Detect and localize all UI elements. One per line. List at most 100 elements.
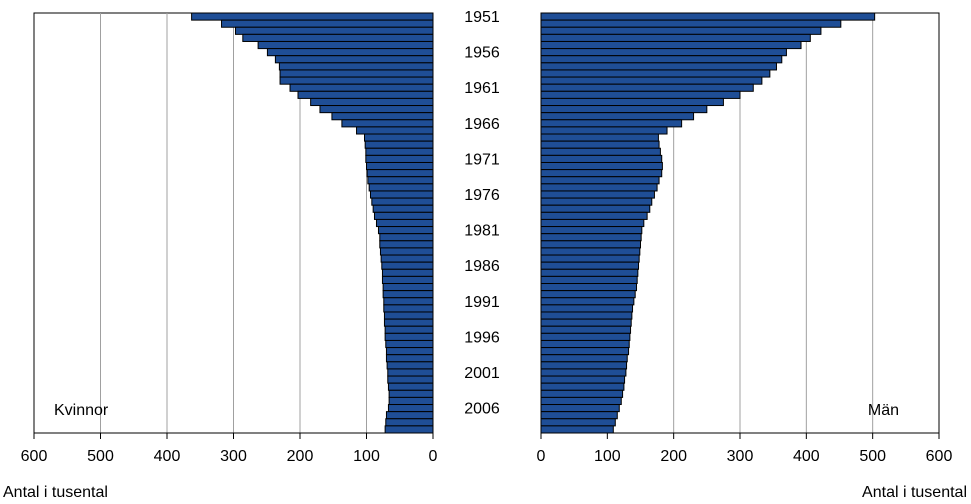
bar	[540, 261, 640, 270]
bar	[540, 97, 724, 107]
year-label: 1971	[464, 151, 500, 168]
bar	[373, 211, 434, 220]
year-label: 2006	[464, 401, 500, 418]
bar	[540, 375, 626, 384]
series-label: Kvinnor	[54, 402, 109, 419]
bar	[540, 354, 628, 363]
bar	[365, 154, 434, 163]
bar	[387, 382, 434, 391]
bar	[367, 176, 434, 185]
bar	[387, 375, 434, 384]
year-label: 1966	[464, 116, 500, 133]
bar	[540, 325, 632, 334]
x-tick-label: 300	[727, 448, 754, 465]
bar	[191, 12, 434, 21]
bar	[540, 126, 668, 135]
bar	[540, 90, 741, 99]
bar	[540, 105, 708, 114]
bar	[364, 133, 434, 142]
bar	[540, 62, 777, 71]
bar	[540, 425, 614, 434]
bar	[388, 389, 434, 398]
bar	[383, 311, 434, 320]
x-tick-label: 100	[353, 448, 380, 465]
bar	[540, 226, 643, 235]
bar	[540, 233, 642, 242]
x-tick-label: 400	[793, 448, 820, 465]
bar	[540, 19, 842, 28]
year-label: 1951	[464, 9, 500, 26]
year-label: 1986	[464, 258, 500, 275]
bar	[540, 161, 663, 171]
bar	[266, 48, 434, 57]
bar	[319, 105, 434, 114]
bar	[387, 368, 434, 377]
series-label: Män	[868, 402, 899, 419]
x-tick-label: 100	[594, 448, 621, 465]
bar	[385, 418, 434, 427]
bar	[540, 169, 663, 178]
x-tick-label: 600	[926, 448, 953, 465]
bar	[234, 26, 434, 35]
x-tick-label: 600	[21, 448, 48, 465]
bar	[540, 55, 783, 64]
bar	[540, 176, 660, 185]
bar	[379, 247, 434, 256]
bar	[540, 304, 634, 313]
bar	[540, 418, 616, 427]
bar	[540, 133, 659, 142]
bar	[383, 304, 434, 313]
bar	[540, 140, 660, 149]
bar	[540, 40, 802, 50]
bar	[540, 361, 628, 370]
x-tick-label: 500	[87, 448, 114, 465]
bar	[381, 275, 434, 285]
bar	[540, 411, 618, 420]
bar	[540, 147, 661, 156]
bar	[385, 411, 434, 420]
bar	[540, 154, 663, 163]
year-label: 1961	[464, 80, 500, 97]
bar	[331, 112, 434, 121]
bar	[540, 368, 627, 377]
year-label: 1991	[464, 294, 500, 311]
bar	[540, 12, 876, 21]
bar	[540, 69, 771, 78]
x-tick-label: 300	[220, 448, 247, 465]
bar	[365, 147, 434, 156]
bar	[540, 112, 695, 121]
bar	[540, 76, 763, 85]
bar	[377, 226, 434, 235]
bar	[385, 347, 434, 356]
x-tick-label: 500	[859, 448, 886, 465]
bar	[540, 339, 630, 349]
bar	[540, 247, 641, 256]
bar	[369, 190, 434, 199]
bar	[540, 297, 635, 306]
bar	[540, 33, 811, 42]
bar	[279, 76, 434, 85]
bar	[381, 268, 434, 277]
bar	[279, 69, 434, 78]
x-tick-label: 200	[287, 448, 314, 465]
bar	[540, 254, 640, 263]
bar	[540, 218, 645, 228]
right-x-axis-title: Antal i tusental	[862, 484, 967, 501]
bar	[356, 126, 434, 135]
bar	[382, 283, 434, 292]
bar	[540, 396, 622, 406]
bar	[297, 90, 434, 99]
bar	[540, 83, 754, 92]
year-axis-labels: 1951 1956 1961 1966 1971 1976 1981 1986 1991 1996…	[464, 9, 500, 418]
bar	[540, 240, 641, 249]
bar	[379, 233, 434, 242]
x-tick-label: 400	[154, 448, 181, 465]
bar	[310, 97, 434, 107]
left-x-axis-title: Antal i tusental	[3, 484, 108, 501]
bar	[380, 254, 434, 263]
bar	[386, 361, 434, 370]
bar	[381, 261, 434, 270]
bar	[383, 297, 434, 306]
x-tick-label: 200	[660, 448, 687, 465]
